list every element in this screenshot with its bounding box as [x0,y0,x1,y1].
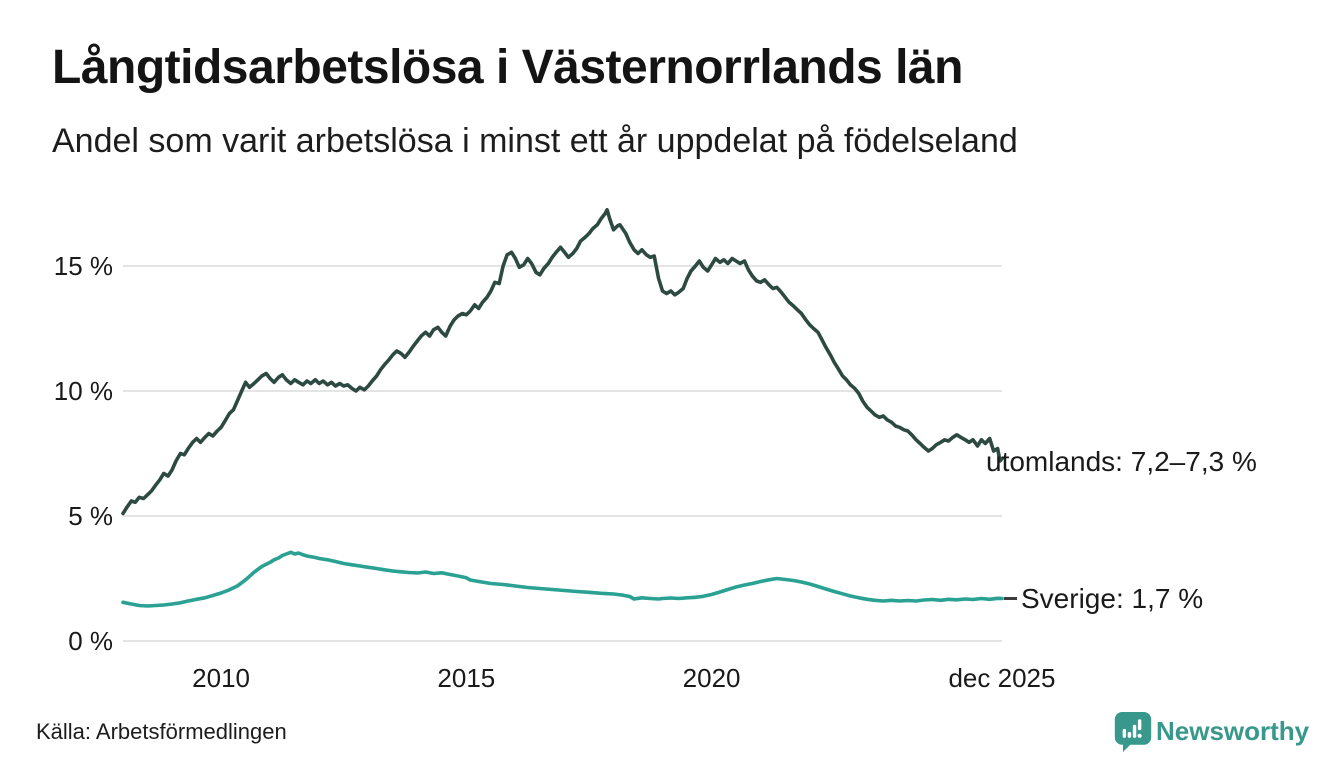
annotation-sverige: Sverige: 1,7 % [1021,583,1204,614]
y-tick-label-15: 15 % [53,251,113,281]
gridlines [123,265,1002,642]
x-tick-label-dec-2025: dec 2025 [948,663,1056,693]
series-line-Sverige [121,550,1004,608]
x-tick-label-2010: 2010 [192,663,251,693]
y-tick-label-0: 0 % [68,626,113,656]
y-tick-label-5: 5 % [68,501,113,531]
newsworthy-speech-bubble-bar-chart-icon [1114,712,1152,752]
source-note: Källa: Arbetsförmedlingen [36,719,287,744]
y-tick-label-10: 10 % [53,376,113,406]
page-title: Långtidsarbetslösa i Västernorrlands län [52,41,963,94]
x-tick-label-2015: 2015 [437,663,496,693]
brand-logo [1113,710,1153,758]
x-tick-label-2020: 2020 [682,663,741,693]
annotation-utomlands: utomlands: 7,2–7,3 % [986,446,1257,477]
annotation-leader-dash [1004,597,1017,600]
series-line-utomlands [121,208,1004,516]
series-lines [121,208,1004,608]
page-subtitle: Andel som varit arbetslösa i minst ett å… [52,122,1018,160]
brand-name: Newsworthy [1156,716,1310,746]
